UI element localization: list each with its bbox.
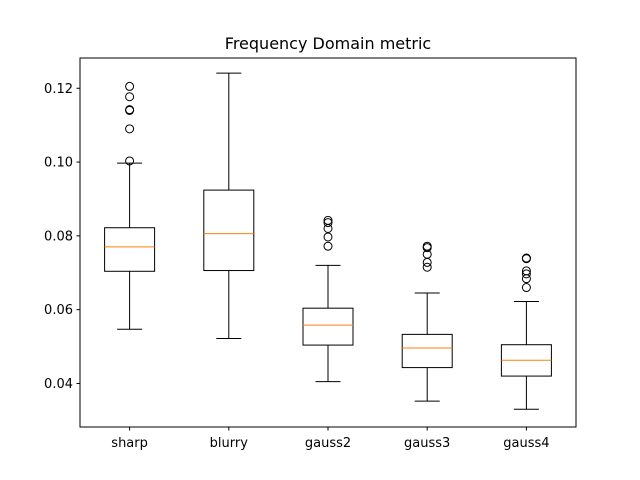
box: [401, 333, 453, 369]
y-tick-label: 0.08: [44, 229, 73, 244]
box-group-sharp: [104, 81, 156, 330]
x-axis: sharp blurry gauss2 gauss3 gauss4: [111, 427, 550, 451]
outlier-point: [125, 92, 135, 102]
outlier-point: [521, 253, 531, 263]
box-group-gauss3: [401, 241, 453, 402]
outlier-point: [521, 283, 531, 293]
box-group-gauss2: [302, 215, 354, 383]
outlier-point: [323, 215, 333, 225]
x-tick-label: gauss3: [404, 436, 450, 451]
y-tick-label: 0.10: [44, 156, 73, 171]
outlier-point: [323, 218, 333, 228]
outlier-point: [125, 156, 135, 166]
y-tick-label: 0.12: [44, 82, 73, 97]
outlier-point: [323, 241, 333, 251]
outlier-point: [125, 105, 135, 115]
outlier-point: [125, 124, 135, 134]
x-tick-label: gauss2: [305, 436, 351, 451]
outlier-point: [521, 266, 531, 276]
outlier-point: [422, 241, 432, 251]
box: [203, 189, 255, 272]
box-group-gauss4: [500, 253, 552, 410]
chart-title: Frequency Domain metric: [225, 34, 431, 53]
y-tick-label: 0.04: [44, 377, 73, 392]
x-tick-label: blurry: [210, 436, 249, 451]
box-group-blurry: [203, 72, 255, 339]
x-tick-label: sharp: [111, 436, 148, 451]
outlier-point: [521, 269, 531, 279]
box: [104, 227, 156, 272]
y-tick-label: 0.06: [44, 303, 73, 318]
outlier-point: [422, 262, 432, 272]
boxes: [104, 72, 552, 410]
box: [302, 307, 354, 346]
x-tick-label: gauss4: [503, 436, 549, 451]
y-axis: 0.04 0.06 0.08 0.10 0.12: [44, 82, 80, 392]
outlier-point: [125, 81, 135, 91]
